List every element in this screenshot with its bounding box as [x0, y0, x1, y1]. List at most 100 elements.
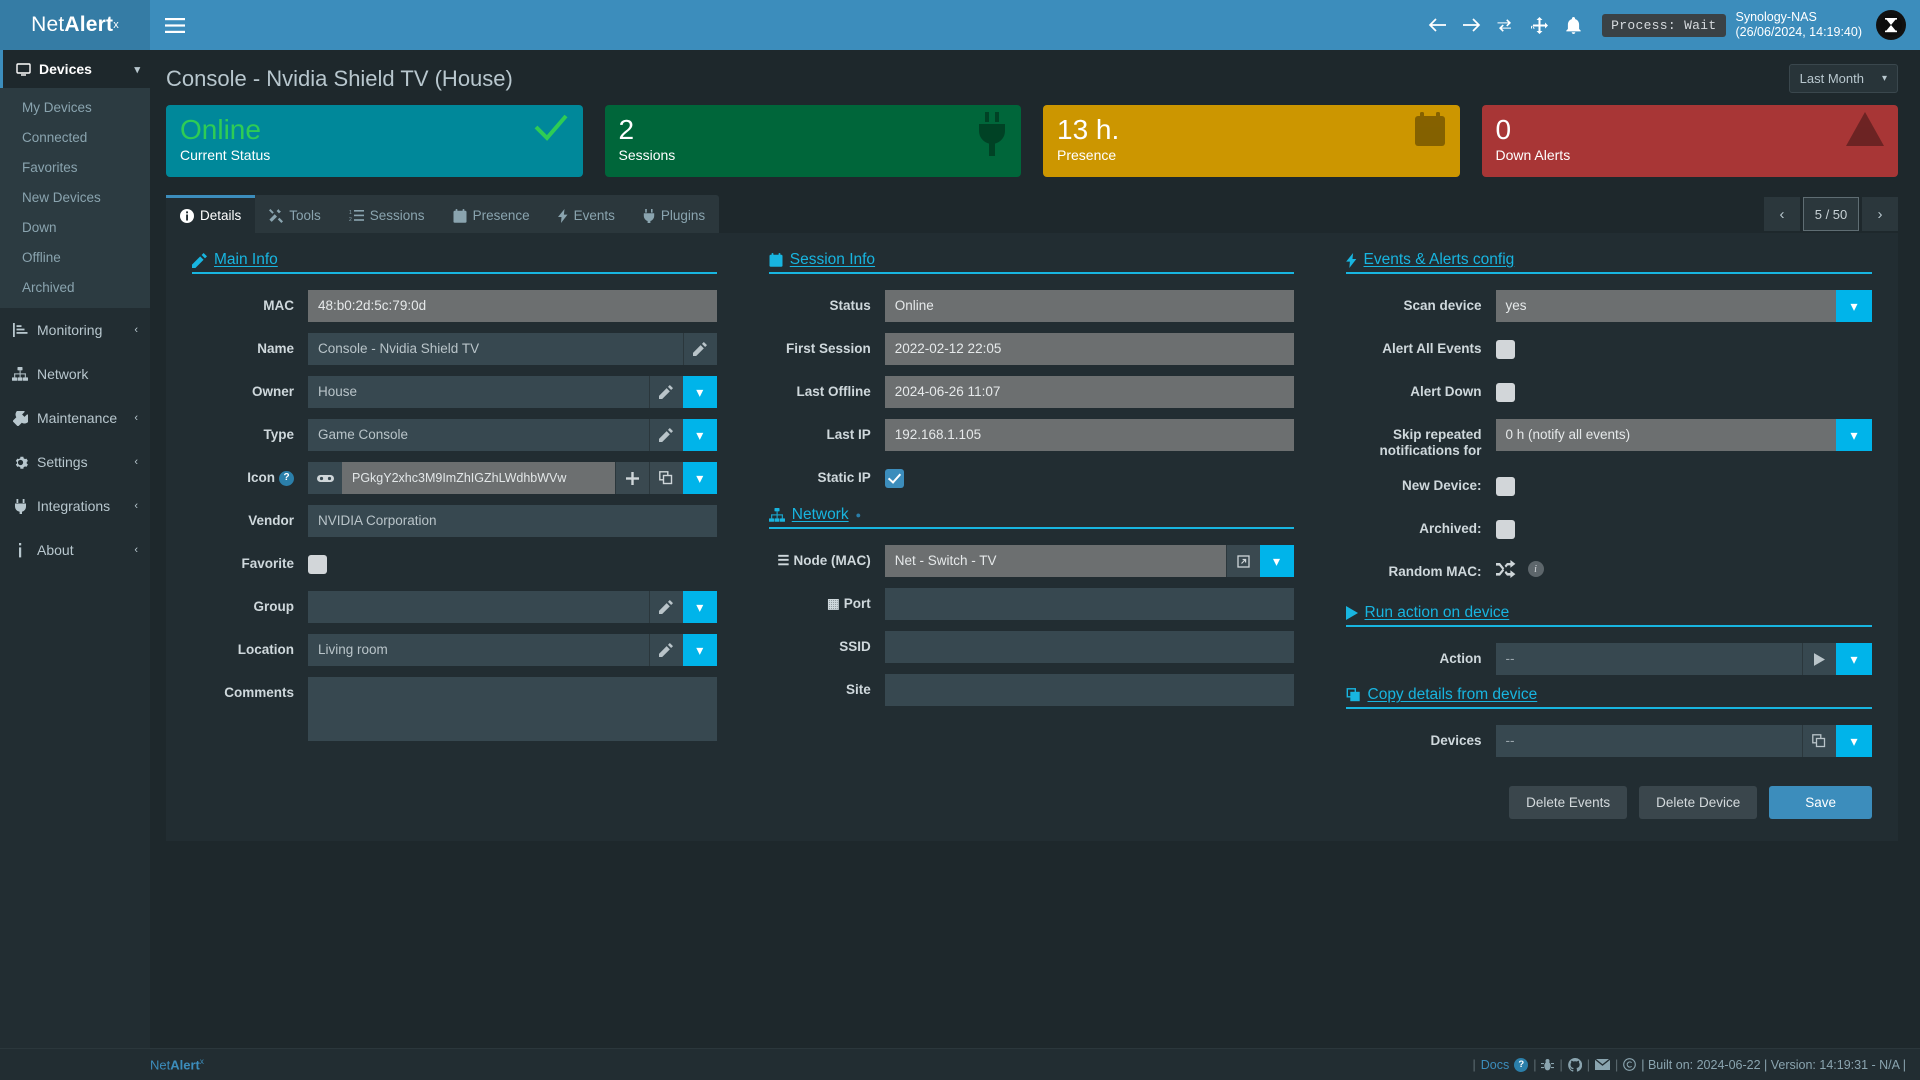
sidebar-item-monitoring[interactable]: Monitoring ‹	[0, 308, 150, 352]
card-current-status[interactable]: Online Current Status	[166, 105, 583, 177]
icon-dropdown-chevron-down-icon[interactable]: ▾	[682, 462, 717, 494]
sidebar-item-my-devices[interactable]: My Devices	[22, 99, 92, 115]
move-icon[interactable]	[1522, 0, 1556, 50]
tab-events[interactable]: Events	[544, 195, 629, 233]
sidebar-item-maintenance[interactable]: Maintenance ‹	[0, 396, 150, 440]
tab-plugins[interactable]: Plugins	[629, 195, 719, 233]
tab-tools-label: Tools	[289, 208, 321, 223]
node-mac-open-link-button[interactable]	[1225, 545, 1260, 577]
icon-label-text: Icon	[247, 470, 275, 485]
group-input[interactable]	[308, 591, 649, 623]
location-dropdown-chevron-down-icon[interactable]: ▾	[682, 634, 717, 666]
tab-tools[interactable]: Tools	[255, 195, 335, 233]
copy-devices-dropdown-chevron-down-icon[interactable]: ▾	[1835, 725, 1872, 757]
ssid-input[interactable]	[884, 631, 1294, 663]
network-header: Network ●	[768, 506, 1294, 529]
action-run-play-icon[interactable]	[1801, 643, 1836, 675]
node-mac-input[interactable]: Net - Switch - TV	[884, 545, 1226, 577]
name-input[interactable]: Console - Nvidia Shield TV	[308, 333, 683, 365]
icon-label: Icon?	[192, 462, 308, 494]
pagination-count[interactable]: 5 / 50	[1803, 197, 1859, 231]
action-select[interactable]: --	[1495, 643, 1802, 675]
alert-down-checkbox[interactable]	[1495, 383, 1515, 402]
docs-link[interactable]: Docs	[1480, 1057, 1510, 1072]
card-down-alerts[interactable]: 0 Down Alerts	[1481, 105, 1898, 177]
copyright-icon[interactable]	[1623, 1058, 1637, 1071]
field-row-comments: Comments	[192, 677, 717, 741]
owner-input[interactable]: House	[308, 376, 649, 408]
copy-devices-copy-icon[interactable]	[1801, 725, 1836, 757]
type-dropdown-chevron-down-icon[interactable]: ▾	[682, 419, 717, 451]
random-mac-info-icon[interactable]: i	[1527, 561, 1544, 577]
bug-icon[interactable]	[1541, 1058, 1555, 1072]
location-input[interactable]: Living room	[308, 634, 649, 666]
icon-copy-button[interactable]	[648, 462, 683, 494]
sidebar-item-archived[interactable]: Archived	[22, 279, 75, 295]
owner-dropdown-chevron-down-icon[interactable]: ▾	[682, 376, 717, 408]
period-select-value: Last Month	[1799, 71, 1864, 86]
delete-events-button[interactable]: Delete Events	[1509, 786, 1628, 819]
card-presence[interactable]: 13 h. Presence	[1043, 105, 1460, 177]
help-icon[interactable]: ?	[279, 470, 294, 486]
github-icon[interactable]	[1567, 1057, 1582, 1072]
refresh-icon[interactable]	[1488, 0, 1522, 50]
new-device-checkbox[interactable]	[1495, 477, 1515, 496]
node-mac-dropdown-chevron-down-icon[interactable]: ▾	[1259, 545, 1294, 577]
sidebar-item-network[interactable]: Network	[0, 352, 150, 396]
tab-plugins-label: Plugins	[660, 208, 706, 223]
avatar[interactable]	[1876, 10, 1906, 40]
icon-code-input[interactable]: PGkgY2xhc3M9ImZhIGZhLWdhbWVw	[342, 462, 615, 494]
back-arrow-icon[interactable]	[1420, 0, 1454, 50]
owner-edit-pencil-icon[interactable]	[648, 376, 683, 408]
type-input[interactable]: Game Console	[308, 419, 649, 451]
period-select[interactable]: Last Month ▾	[1788, 64, 1898, 93]
sidebar-item-favorites[interactable]: Favorites	[22, 159, 78, 175]
network-help-icon[interactable]: ●	[855, 510, 862, 520]
pagination-prev-button[interactable]: ‹	[1764, 197, 1800, 231]
port-input[interactable]	[884, 588, 1294, 620]
bell-icon[interactable]	[1556, 0, 1590, 50]
action-dropdown-chevron-down-icon[interactable]: ▾	[1835, 643, 1872, 675]
forward-arrow-icon[interactable]	[1454, 0, 1488, 50]
group-edit-pencil-icon[interactable]	[648, 591, 683, 623]
tab-details[interactable]: Details	[166, 195, 256, 233]
sidebar-item-settings[interactable]: Settings ‹	[0, 440, 150, 484]
sidebar-item-connected[interactable]: Connected	[22, 129, 88, 145]
footer-brand[interactable]: NetAlertx	[150, 1057, 204, 1072]
card-sessions[interactable]: 2 Sessions	[604, 105, 1021, 177]
icon-add-button[interactable]	[614, 462, 649, 494]
sidebar-item-integrations[interactable]: Integrations ‹	[0, 484, 150, 528]
card-sessions-label: Sessions	[618, 147, 676, 163]
site-input[interactable]	[884, 674, 1294, 706]
sidebar-item-offline[interactable]: Offline	[22, 249, 61, 265]
skip-repeated-dropdown-chevron-down-icon[interactable]: ▾	[1835, 419, 1872, 451]
logo-sup: x	[113, 19, 119, 31]
archived-checkbox[interactable]	[1495, 520, 1515, 539]
sidebar-item-down[interactable]: Down	[22, 219, 57, 235]
app-logo[interactable]: Net Alert x	[0, 0, 150, 50]
location-edit-pencil-icon[interactable]	[648, 634, 683, 666]
group-dropdown-chevron-down-icon[interactable]: ▾	[682, 591, 717, 623]
save-button[interactable]: Save	[1769, 786, 1872, 819]
pagination-next-button[interactable]: ›	[1862, 197, 1898, 231]
scan-device-select[interactable]: yes	[1495, 290, 1836, 322]
sidebar-item-new-devices[interactable]: New Devices	[22, 189, 101, 205]
menu-toggle-icon[interactable]	[150, 0, 200, 50]
comments-textarea[interactable]	[308, 677, 717, 741]
tab-presence[interactable]: Presence	[439, 195, 544, 233]
static-ip-checkbox[interactable]	[884, 469, 904, 488]
alert-all-events-checkbox[interactable]	[1495, 340, 1515, 359]
sidebar-item-devices[interactable]: Devices ▾	[0, 50, 150, 88]
type-edit-pencil-icon[interactable]	[648, 419, 683, 451]
favorite-checkbox[interactable]	[308, 555, 327, 574]
status-input: Online	[884, 290, 1294, 322]
copy-devices-select[interactable]: --	[1495, 725, 1802, 757]
scan-device-dropdown-chevron-down-icon[interactable]: ▾	[1835, 290, 1872, 322]
sidebar-item-about[interactable]: About ‹	[0, 528, 150, 572]
skip-repeated-select[interactable]: 0 h (notify all events)	[1495, 419, 1836, 451]
docs-help-icon[interactable]: ?	[1514, 1057, 1529, 1072]
delete-device-button[interactable]: Delete Device	[1639, 786, 1758, 819]
mail-icon[interactable]	[1594, 1059, 1610, 1070]
name-edit-pencil-icon[interactable]	[682, 333, 717, 365]
